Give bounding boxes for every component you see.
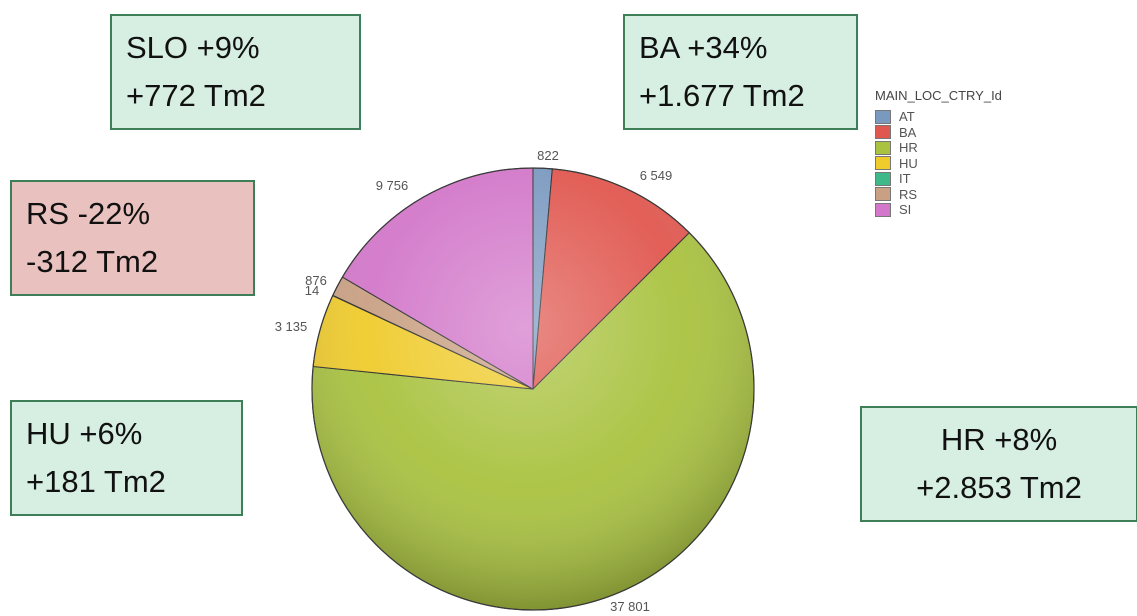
callout-hu-delta: +181 Tm2: [26, 458, 229, 506]
data-label-at: 822: [537, 148, 559, 163]
pie-slices: [312, 168, 754, 610]
callout-hu: HU +6% +181 Tm2: [10, 400, 243, 516]
data-label-si: 9 756: [376, 178, 409, 193]
data-label-rs: 876: [305, 273, 327, 288]
legend-label: AT: [899, 109, 915, 124]
legend-label: HR: [899, 140, 918, 155]
legend-swatch: [875, 141, 891, 155]
legend-item-rs: RS: [875, 187, 1002, 203]
legend-swatch: [875, 172, 891, 186]
legend-label: SI: [899, 202, 911, 217]
legend-item-si: SI: [875, 202, 1002, 218]
legend-swatch: [875, 203, 891, 217]
legend-label: HU: [899, 156, 918, 171]
callout-ba: BA +34% +1.677 Tm2: [623, 14, 858, 130]
legend-item-ba: BA: [875, 125, 1002, 141]
legend-item-hr: HR: [875, 140, 1002, 156]
callout-hr-change: HR +8%: [862, 416, 1136, 464]
legend-label: IT: [899, 171, 911, 186]
data-label-hu: 3 135: [275, 319, 308, 334]
callout-rs-delta: -312 Tm2: [26, 238, 241, 286]
legend-swatch: [875, 125, 891, 139]
legend-swatch: [875, 110, 891, 124]
legend-title: MAIN_LOC_CTRY_Id: [875, 88, 1002, 103]
callout-slo-change: SLO +9%: [126, 24, 347, 72]
callout-rs: RS -22% -312 Tm2: [10, 180, 255, 296]
data-label-hr: 37 801: [610, 599, 650, 614]
legend-items: ATBAHRHUITRSSI: [875, 109, 1002, 218]
callout-hr-delta: +2.853 Tm2: [862, 464, 1136, 512]
legend-item-hu: HU: [875, 156, 1002, 172]
legend-swatch: [875, 156, 891, 170]
data-label-ba: 6 549: [640, 168, 673, 183]
callout-hr: HR +8% +2.853 Tm2: [860, 406, 1137, 522]
legend: MAIN_LOC_CTRY_Id ATBAHRHUITRSSI: [875, 88, 1002, 218]
callout-slo: SLO +9% +772 Tm2: [110, 14, 361, 130]
legend-label: RS: [899, 187, 917, 202]
callout-ba-delta: +1.677 Tm2: [639, 72, 844, 120]
callout-rs-change: RS -22%: [26, 190, 241, 238]
legend-item-at: AT: [875, 109, 1002, 125]
legend-swatch: [875, 187, 891, 201]
legend-item-it: IT: [875, 171, 1002, 187]
callout-ba-change: BA +34%: [639, 24, 844, 72]
legend-label: BA: [899, 125, 916, 140]
callout-hu-change: HU +6%: [26, 410, 229, 458]
callout-slo-delta: +772 Tm2: [126, 72, 347, 120]
